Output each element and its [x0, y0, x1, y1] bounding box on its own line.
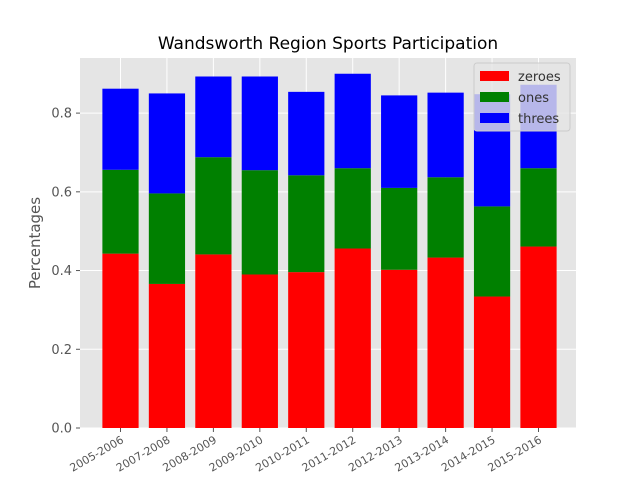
y-tick-label: 0.2 — [51, 343, 72, 358]
bar-threes — [334, 73, 371, 169]
bar-ones — [102, 169, 139, 254]
bar-zeroes — [241, 274, 278, 428]
bar-zeroes — [102, 253, 139, 428]
bar-ones — [195, 157, 232, 255]
bar-threes — [288, 91, 325, 176]
y-tick-label: 0.0 — [51, 422, 72, 437]
bars — [102, 73, 557, 428]
bar-ones — [520, 168, 557, 247]
bar-ones — [148, 193, 186, 284]
bar-zeroes — [520, 246, 557, 428]
y-axis-label: Percentages — [26, 197, 44, 289]
bar-zeroes — [473, 296, 511, 428]
bar-ones — [288, 175, 325, 273]
bar-threes — [195, 76, 232, 158]
legend: zeroes ones threes — [473, 62, 571, 132]
y-axis-ticks: 0.0 0.2 0.4 0.6 0.8 — [51, 107, 80, 437]
legend-label-ones: ones — [518, 91, 549, 106]
legend-swatch-threes — [480, 113, 509, 123]
bar-zeroes — [334, 248, 371, 428]
bar-ones — [473, 206, 511, 297]
legend-label-threes: threes — [518, 112, 559, 127]
bar-ones — [427, 177, 464, 258]
x-axis-ticks: 2005-20062007-20082008-20092009-20102010… — [68, 428, 544, 475]
legend-swatch-ones — [480, 92, 509, 102]
bar-threes — [381, 95, 418, 188]
bar-zeroes — [288, 272, 325, 428]
bar-zeroes — [148, 283, 186, 428]
bar-threes — [102, 88, 139, 170]
y-tick-label: 0.8 — [51, 107, 72, 122]
legend-swatch-zeroes — [480, 71, 509, 81]
bar-ones — [381, 187, 418, 270]
y-tick-label: 0.4 — [51, 264, 72, 279]
bar-threes — [241, 76, 278, 171]
bar-threes — [427, 92, 464, 178]
legend-label-zeroes: zeroes — [518, 70, 561, 85]
chart-title: Wandsworth Region Sports Participation — [158, 34, 498, 54]
bar-zeroes — [195, 254, 232, 428]
bar-zeroes — [427, 257, 464, 428]
bar-threes — [148, 93, 186, 194]
y-tick-label: 0.6 — [51, 185, 72, 200]
bar-zeroes — [381, 269, 418, 428]
bar-ones — [241, 170, 278, 275]
bar-ones — [334, 168, 371, 249]
